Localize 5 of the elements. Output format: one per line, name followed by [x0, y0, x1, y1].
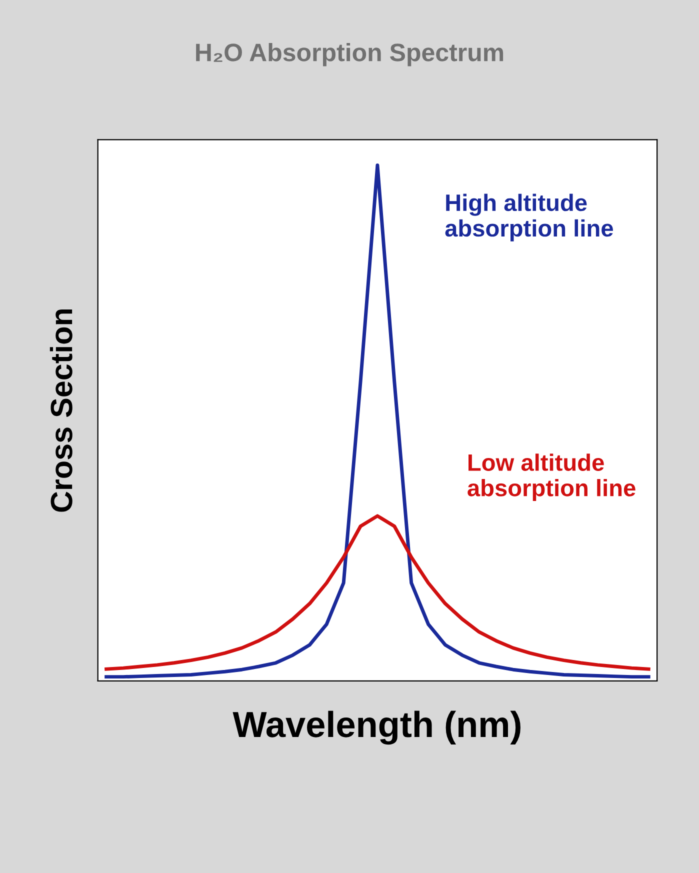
chart-title: H₂O Absorption Spectrum	[196, 42, 504, 66]
annotation: Low altitude absorption line	[468, 454, 636, 502]
annotation: High altitude absorption line	[445, 194, 613, 242]
x-axis-title: Wavelength (nm)	[232, 710, 520, 745]
y-axis-title: Cross Section	[50, 309, 72, 512]
